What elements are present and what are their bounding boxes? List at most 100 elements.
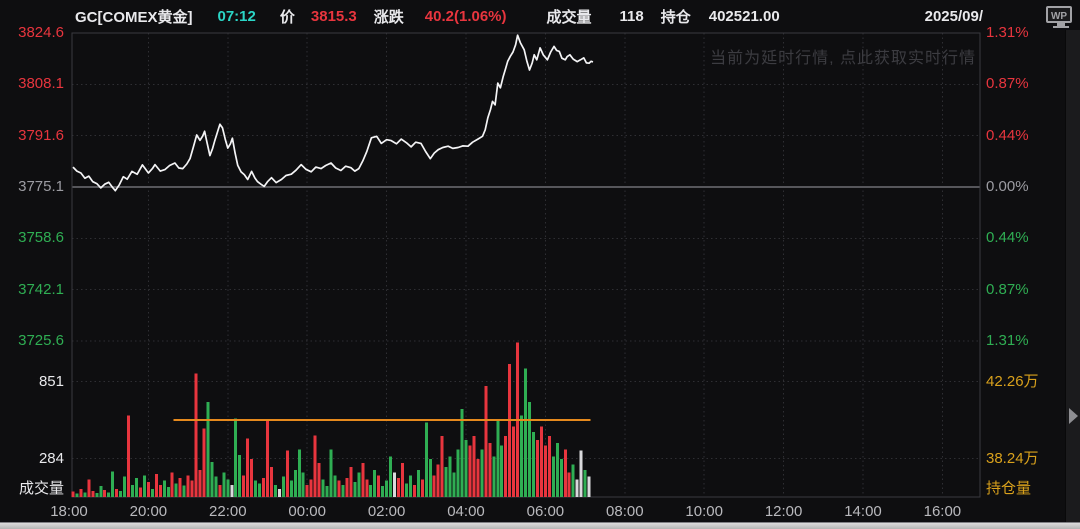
- delayed-quote-notice[interactable]: 当前为延时行情, 点此获取实时行情: [710, 50, 976, 67]
- wp-monitor-icon[interactable]: WP: [1046, 6, 1076, 31]
- volume-bar: [119, 490, 123, 497]
- volume-bar: [222, 472, 226, 497]
- volume-pane-label: 成交量: [18, 480, 64, 497]
- volume-bar: [250, 459, 254, 497]
- volume-bar: [281, 476, 285, 497]
- volume-bar: [297, 449, 301, 497]
- volume-bar: [500, 445, 504, 497]
- volume-bar: [337, 480, 341, 497]
- price-tick-label: 3758.6: [18, 229, 64, 247]
- volume-bar: [178, 478, 182, 497]
- volume-bar: [412, 484, 416, 497]
- volume-bar: [349, 467, 353, 497]
- price-tick-label: 3808.1: [18, 75, 64, 93]
- quote-header: GC[COMEX黄金] 07:12 价 3815.3 涨跌 40.2(1.06%…: [75, 4, 1080, 28]
- time-tick-label: 14:00: [844, 503, 882, 520]
- volume-bar: [91, 490, 95, 497]
- volume-bar: [230, 484, 234, 497]
- volume-bar: [95, 492, 99, 497]
- volume-bar: [377, 475, 381, 497]
- percent-tick-label: 1.31%: [986, 332, 1029, 349]
- percent-tick-label: 0.87%: [986, 280, 1029, 298]
- volume-bar: [83, 492, 87, 497]
- volume-bar: [405, 483, 408, 497]
- volume-bar: [127, 415, 131, 497]
- volume-bar: [468, 445, 472, 497]
- volume-bar: [532, 432, 535, 497]
- volume-bar: [329, 449, 333, 497]
- volume-bar: [150, 488, 154, 497]
- wp-icon-text: WP: [1046, 6, 1072, 23]
- volume-bar: [139, 487, 142, 497]
- percent-tick-label: 1.31%: [986, 24, 1029, 41]
- volume-bar: [528, 402, 531, 497]
- volume-bar: [460, 408, 464, 497]
- volume-bar: [258, 483, 262, 497]
- open-interest-value: 402521.00: [708, 7, 780, 25]
- volume-bar: [381, 486, 385, 497]
- volume-bar: [547, 436, 551, 497]
- volume-bar: [146, 482, 150, 497]
- price-tick-label: 3742.1: [18, 280, 64, 298]
- percent-tick-label: 0.44%: [986, 126, 1029, 144]
- volume-bar: [520, 415, 524, 497]
- volume-bar: [218, 484, 222, 497]
- volume-bar: [234, 418, 238, 497]
- time-tick-label: 08:00: [606, 503, 644, 520]
- volume-bar: [107, 492, 111, 497]
- volume-bar: [472, 436, 476, 497]
- time-tick-label: 16:00: [923, 503, 962, 520]
- volume-label: 成交量: [546, 8, 592, 26]
- time-tick-label: 18:00: [50, 503, 88, 520]
- volume-bar: [571, 464, 575, 497]
- volume-bar: [373, 469, 377, 497]
- volume-bar: [210, 461, 214, 497]
- volume-bar: [158, 484, 162, 497]
- volume-bar: [559, 459, 563, 497]
- volume-bar: [71, 491, 75, 497]
- volume-bar: [401, 463, 404, 497]
- volume-bar: [575, 479, 579, 497]
- price-tick-label: 3824.6: [18, 24, 64, 41]
- time-tick-label: 22:00: [209, 503, 247, 520]
- time-tick-label: 10:00: [685, 503, 723, 520]
- volume-bar: [242, 475, 246, 497]
- symbol-name: GC[COMEX黄金]: [75, 8, 193, 26]
- volume-bar: [293, 469, 297, 497]
- time-tick-label: 06:00: [526, 503, 565, 520]
- quote-time: 07:12: [217, 7, 256, 25]
- volume-bar: [563, 449, 567, 497]
- volume-bar: [123, 476, 127, 497]
- volume-bar: [309, 479, 313, 497]
- price-line: [72, 34, 594, 192]
- time-tick-label: 04:00: [447, 503, 485, 520]
- panel-expand-arrow-icon[interactable]: [1069, 408, 1078, 424]
- volume-bar: [131, 484, 134, 497]
- volume-bar: [226, 479, 230, 497]
- volume-bar: [432, 475, 436, 497]
- volume-bar: [444, 467, 448, 497]
- volume-bar: [99, 486, 103, 497]
- volume-bar: [162, 480, 166, 497]
- volume-bar: [190, 480, 194, 497]
- volume-bar: [313, 435, 317, 497]
- volume-bar: [166, 486, 170, 497]
- percent-tick-label: 0.00%: [986, 178, 1029, 195]
- volume-bar: [416, 469, 420, 497]
- volume-value: 118: [619, 7, 644, 25]
- volume-bar: [135, 478, 138, 497]
- volume-bar: [539, 426, 543, 497]
- volume-bar: [492, 456, 496, 497]
- volume-bar: [254, 480, 258, 497]
- volume-bar: [285, 450, 289, 497]
- volume-bar: [238, 455, 242, 497]
- price-tick-label: 3725.6: [18, 332, 64, 349]
- volume-bar: [198, 469, 202, 497]
- volume-bar: [428, 459, 432, 497]
- time-tick-label: 00:00: [288, 503, 326, 520]
- volume-bar: [321, 479, 325, 497]
- volume-bar: [333, 475, 337, 497]
- bottom-scrollbar[interactable]: [0, 522, 1080, 529]
